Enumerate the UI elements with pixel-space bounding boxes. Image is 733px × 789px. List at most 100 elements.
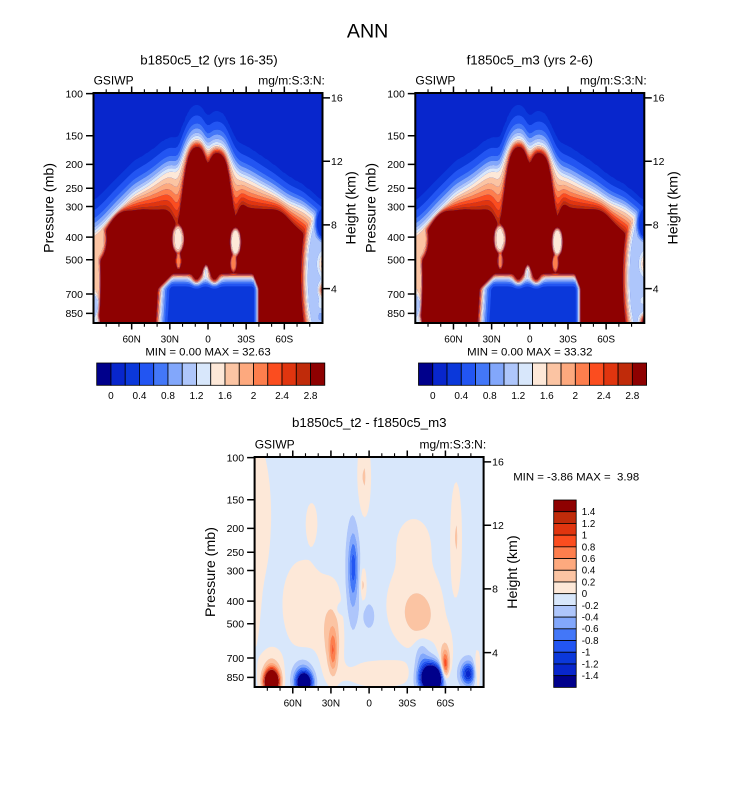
svg-text:700: 700: [387, 289, 405, 301]
svg-text:150: 150: [65, 131, 83, 143]
svg-text:2.8: 2.8: [625, 391, 639, 402]
svg-text:60N: 60N: [284, 698, 302, 709]
svg-text:-1: -1: [582, 648, 591, 659]
svg-text:2.8: 2.8: [304, 391, 318, 402]
svg-text:200: 200: [387, 159, 405, 171]
svg-text:f1850c5_m3 (yrs 2-6): f1850c5_m3 (yrs 2-6): [467, 53, 593, 68]
svg-text:Height (km): Height (km): [505, 535, 521, 608]
svg-text:Pressure (mb): Pressure (mb): [363, 163, 379, 253]
svg-text:60S: 60S: [597, 334, 615, 345]
svg-text:300: 300: [227, 565, 245, 577]
svg-text:0: 0: [366, 698, 372, 709]
svg-text:0.6: 0.6: [582, 554, 595, 565]
svg-text:30S: 30S: [559, 334, 577, 345]
svg-text:700: 700: [227, 653, 245, 665]
svg-text:0.4: 0.4: [454, 391, 468, 402]
svg-text:300: 300: [65, 201, 83, 213]
svg-text:-0.8: -0.8: [582, 636, 599, 647]
svg-text:60S: 60S: [437, 698, 455, 709]
svg-text:0.4: 0.4: [582, 566, 596, 577]
svg-text:0.4: 0.4: [133, 391, 147, 402]
svg-text:400: 400: [65, 232, 83, 244]
svg-text:100: 100: [65, 88, 83, 100]
svg-text:-0.4: -0.4: [582, 613, 599, 624]
svg-text:mg/m:S:3:N:: mg/m:S:3:N:: [580, 74, 647, 88]
svg-text:60N: 60N: [444, 334, 462, 345]
svg-text:30N: 30N: [322, 698, 340, 709]
svg-text:b1850c5_t2 (yrs 16-35): b1850c5_t2 (yrs 16-35): [140, 53, 277, 68]
svg-text:300: 300: [387, 201, 405, 213]
svg-text:250: 250: [227, 547, 245, 559]
svg-text:0: 0: [205, 334, 211, 345]
svg-text:850: 850: [227, 672, 245, 684]
svg-text:ANN: ANN: [347, 21, 388, 43]
svg-text:8: 8: [653, 220, 659, 232]
svg-text:4: 4: [653, 283, 659, 295]
svg-text:100: 100: [387, 88, 405, 100]
svg-text:200: 200: [65, 159, 83, 171]
svg-text:30S: 30S: [398, 698, 416, 709]
svg-text:1.2: 1.2: [511, 391, 525, 402]
svg-text:16: 16: [653, 93, 665, 105]
svg-text:60N: 60N: [122, 334, 140, 345]
svg-text:150: 150: [387, 131, 405, 143]
svg-text:mg/m:S:3:N:: mg/m:S:3:N:: [420, 438, 487, 452]
svg-text:2: 2: [251, 391, 257, 402]
svg-text:12: 12: [653, 156, 665, 168]
svg-text:4: 4: [492, 647, 498, 659]
svg-text:500: 500: [227, 619, 245, 631]
svg-text:0.8: 0.8: [161, 391, 175, 402]
svg-text:500: 500: [65, 255, 83, 267]
svg-text:8: 8: [492, 584, 498, 596]
svg-text:250: 250: [387, 183, 405, 195]
svg-text:200: 200: [227, 523, 245, 535]
svg-text:30S: 30S: [237, 334, 255, 345]
svg-text:b1850c5_t2 - f1850c5_m3: b1850c5_t2 - f1850c5_m3: [292, 415, 447, 430]
svg-text:60S: 60S: [275, 334, 293, 345]
svg-text:12: 12: [331, 156, 343, 168]
svg-text:0: 0: [108, 391, 114, 402]
svg-text:GSIWP: GSIWP: [415, 74, 455, 88]
svg-text:12: 12: [492, 520, 504, 532]
svg-text:100: 100: [227, 452, 245, 464]
svg-text:1.6: 1.6: [540, 391, 554, 402]
svg-text:700: 700: [65, 289, 83, 301]
svg-text:1.2: 1.2: [582, 519, 595, 530]
svg-text:Pressure (mb): Pressure (mb): [42, 163, 58, 253]
svg-text:-0.2: -0.2: [582, 601, 599, 612]
svg-text:0: 0: [430, 391, 436, 402]
svg-text:400: 400: [227, 596, 245, 608]
svg-text:2.4: 2.4: [275, 391, 289, 402]
svg-text:Height (km): Height (km): [344, 171, 360, 244]
svg-text:400: 400: [387, 232, 405, 244]
svg-text:30N: 30N: [482, 334, 500, 345]
svg-text:1: 1: [582, 531, 587, 542]
svg-text:MIN = 0.00 MAX = 32.63: MIN = 0.00 MAX = 32.63: [145, 346, 270, 358]
svg-text:MIN = -3.86 MAX = 3.98: MIN = -3.86 MAX = 3.98: [513, 471, 639, 483]
svg-text:850: 850: [387, 308, 405, 320]
svg-text:150: 150: [227, 495, 245, 507]
svg-text:250: 250: [65, 183, 83, 195]
svg-text:GSIWP: GSIWP: [94, 74, 134, 88]
svg-text:2.4: 2.4: [597, 391, 611, 402]
svg-text:Pressure (mb): Pressure (mb): [203, 527, 219, 617]
svg-text:GSIWP: GSIWP: [255, 438, 295, 452]
svg-text:16: 16: [492, 457, 504, 469]
svg-text:mg/m:S:3:N:: mg/m:S:3:N:: [258, 74, 325, 88]
svg-text:-1.2: -1.2: [582, 659, 599, 670]
svg-text:-0.6: -0.6: [582, 624, 599, 635]
svg-text:1.2: 1.2: [190, 391, 204, 402]
svg-text:MIN = 0.00 MAX = 33.32: MIN = 0.00 MAX = 33.32: [467, 346, 592, 358]
svg-text:0: 0: [582, 589, 588, 600]
svg-text:850: 850: [65, 308, 83, 320]
svg-text:500: 500: [387, 255, 405, 267]
svg-text:4: 4: [331, 283, 337, 295]
svg-text:0: 0: [527, 334, 533, 345]
svg-text:8: 8: [331, 220, 337, 232]
svg-text:1.6: 1.6: [218, 391, 232, 402]
svg-text:1.4: 1.4: [582, 507, 596, 518]
svg-text:16: 16: [331, 93, 343, 105]
svg-text:-1.4: -1.4: [582, 671, 599, 682]
svg-text:Height (km): Height (km): [665, 171, 681, 244]
svg-text:0.8: 0.8: [483, 391, 497, 402]
